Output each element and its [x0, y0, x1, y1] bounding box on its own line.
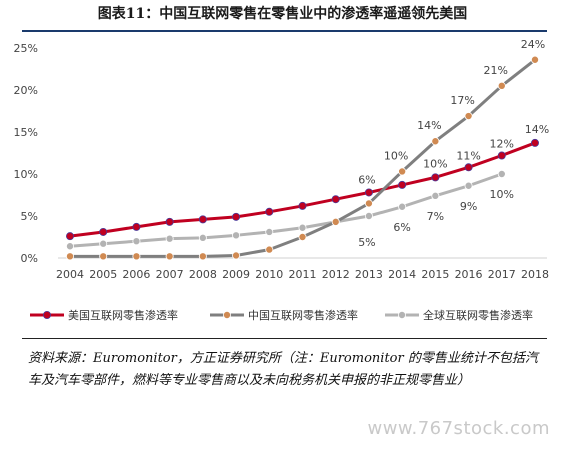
- data-point: [364, 199, 373, 208]
- data-point: [198, 215, 207, 224]
- y-tick-label: 25%: [14, 42, 38, 55]
- data-point: [398, 202, 407, 211]
- legend-swatch-marker: [397, 310, 406, 319]
- data-point: [497, 81, 506, 90]
- data-point: [66, 232, 75, 241]
- legend-swatch-marker: [43, 310, 52, 319]
- y-tick-label: 15%: [14, 126, 38, 139]
- legend-label: 中国互联网零售渗透率: [248, 308, 358, 322]
- data-label: 11%: [456, 149, 480, 162]
- x-tick-label: 2005: [89, 268, 117, 281]
- data-label: 9%: [460, 200, 477, 213]
- data-label: 24%: [521, 38, 545, 51]
- data-point: [165, 217, 174, 226]
- line-chart: 0% 5% 10% 15% 20% 25% 2004 2005 2006 2007 2008 2009…: [14, 38, 550, 322]
- data-point: [99, 252, 108, 261]
- title-divider: [22, 30, 547, 32]
- x-tick-label: 2010: [255, 268, 283, 281]
- chart-title: 图表11：中国互联网零售在零售业中的渗透率遥遥领先美国: [97, 6, 468, 22]
- data-point: [265, 207, 274, 216]
- x-tick-label: 2007: [156, 268, 184, 281]
- x-tick-label: 2009: [222, 268, 250, 281]
- data-label: 10%: [384, 149, 408, 162]
- data-point: [464, 163, 473, 172]
- legend-swatch-marker: [222, 310, 231, 319]
- data-point: [132, 237, 141, 246]
- data-point: [198, 233, 207, 242]
- data-point: [66, 242, 75, 251]
- x-tick-label: 2012: [322, 268, 350, 281]
- data-point: [232, 212, 241, 221]
- data-point: [464, 112, 473, 121]
- data-point: [66, 252, 75, 261]
- data-point: [132, 252, 141, 261]
- data-point: [331, 195, 340, 204]
- data-point: [331, 217, 340, 226]
- source-divider: [22, 338, 547, 339]
- data-point: [99, 239, 108, 248]
- data-point: [497, 151, 506, 160]
- x-tick-label: 2006: [122, 268, 150, 281]
- data-label: 5%: [358, 236, 375, 249]
- data-point: [364, 188, 373, 197]
- chart-legend: 美国互联网零售渗透率 中国互联网零售渗透率 全球互联网零售渗透率: [30, 308, 533, 322]
- data-label: 7%: [427, 210, 444, 223]
- data-point: [531, 138, 540, 147]
- x-tick-label: 2014: [388, 268, 416, 281]
- data-point: [531, 55, 540, 64]
- chart-data-labels: 6% 10% 11% 12% 14% 10% 14% 17% 21% 24% 5% 6% 7% 9% 10%: [358, 38, 549, 249]
- legend-label: 全球互联网零售渗透率: [423, 308, 533, 322]
- x-tick-label: 2018: [521, 268, 549, 281]
- x-tick-label: 2013: [355, 268, 383, 281]
- data-point: [431, 137, 440, 146]
- data-point: [232, 251, 241, 260]
- y-tick-label: 10%: [14, 168, 38, 181]
- data-point: [198, 252, 207, 261]
- data-point: [398, 167, 407, 176]
- series-line: [69, 172, 503, 248]
- x-tick-label: 2004: [56, 268, 84, 281]
- x-tick-label: 2016: [455, 268, 483, 281]
- data-point: [497, 169, 506, 178]
- data-point: [232, 231, 241, 240]
- data-label: 14%: [417, 119, 441, 132]
- data-point: [165, 252, 174, 261]
- data-point: [464, 181, 473, 190]
- y-tick-label: 20%: [14, 84, 38, 97]
- data-point: [431, 191, 440, 200]
- legend-label: 美国互联网零售渗透率: [68, 308, 178, 322]
- chart-series: [66, 55, 540, 261]
- data-point: [298, 232, 307, 241]
- data-label: 10%: [423, 157, 447, 170]
- chart-axes: 0% 5% 10% 15% 20% 25% 2004 2005 2006 2007 2008 2009…: [14, 42, 549, 281]
- data-label: 6%: [358, 173, 375, 186]
- data-label: 12%: [490, 138, 514, 151]
- y-tick-label: 0%: [21, 252, 38, 265]
- data-label: 17%: [450, 94, 474, 107]
- data-point: [364, 211, 373, 220]
- data-point: [99, 227, 108, 236]
- x-tick-label: 2017: [488, 268, 516, 281]
- data-label: 14%: [525, 123, 549, 136]
- data-point: [132, 222, 141, 231]
- source-note: 资料来源：Euromonitor，方正证券研究所（注：Euromonitor 的…: [28, 351, 538, 388]
- y-tick-label: 5%: [21, 210, 38, 223]
- x-tick-label: 2015: [421, 268, 449, 281]
- data-point: [398, 180, 407, 189]
- data-point: [298, 223, 307, 232]
- data-label: 21%: [484, 64, 508, 77]
- data-label: 10%: [490, 188, 514, 201]
- data-point: [265, 245, 274, 254]
- x-tick-label: 2008: [189, 268, 217, 281]
- data-point: [431, 173, 440, 182]
- data-point: [165, 234, 174, 243]
- x-tick-label: 2011: [289, 268, 317, 281]
- data-point: [265, 227, 274, 236]
- data-point: [298, 201, 307, 210]
- watermark-text: www.767stock.com: [367, 418, 550, 439]
- data-label: 6%: [393, 221, 410, 234]
